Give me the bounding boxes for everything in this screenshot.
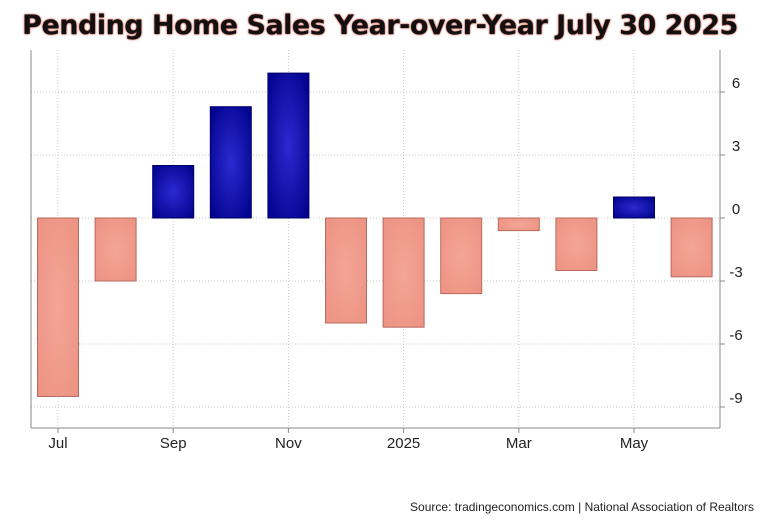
y-tick-label: -3: [729, 264, 742, 281]
bar-2024-10: [209, 106, 252, 219]
y-tick-label: 3: [732, 138, 740, 155]
bar-2025-01: [382, 217, 425, 328]
y-tick-label: 6: [732, 75, 740, 92]
x-tick-label: May: [620, 435, 649, 452]
x-tick-labels: Jul Sep Nov 2025 Mar May: [48, 435, 648, 452]
y-tick-label: -9: [729, 390, 742, 407]
bar-2024-11: [267, 72, 310, 219]
bar-2025-06: [670, 217, 713, 278]
x-tick-label: Jul: [48, 435, 67, 452]
source-text: Source: tradingeconomics.com | National …: [410, 500, 754, 514]
y-tick-labels: 6 3 0 -3 -6 -9: [729, 75, 742, 407]
bars: [37, 72, 713, 397]
bar-2025-04: [555, 217, 598, 271]
chart-title: Pending Home Sales Year-over-Year July 3…: [22, 10, 738, 41]
axes: [30, 50, 725, 433]
x-tick-label: 2025: [387, 435, 420, 452]
bar-2024-12: [325, 217, 367, 324]
x-tick-label: Mar: [506, 435, 532, 452]
y-tick-label: -6: [729, 327, 742, 344]
bar-2025-02: [440, 217, 483, 295]
y-tick-label: 0: [732, 201, 740, 218]
x-tick-label: Nov: [275, 435, 302, 452]
bar-2024-07: [37, 217, 79, 397]
bar-2025-05: [613, 196, 655, 219]
bar-2024-08: [94, 217, 137, 282]
bar-2024-09: [152, 165, 195, 219]
x-tick-label: Sep: [160, 435, 187, 452]
bar-2025-03: [497, 217, 540, 232]
